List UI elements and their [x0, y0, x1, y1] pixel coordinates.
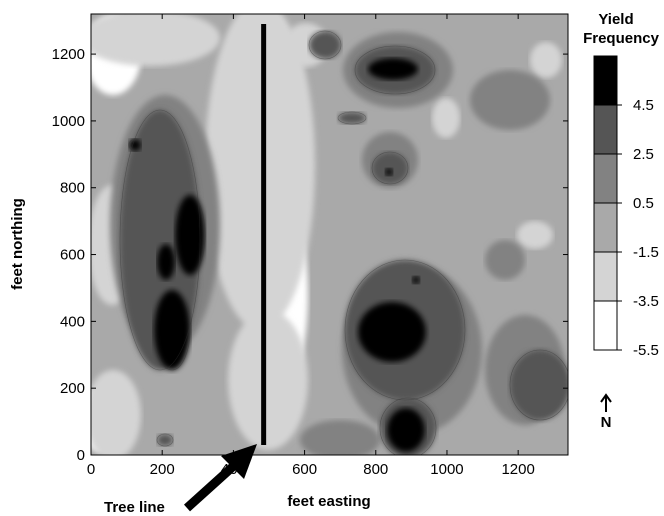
contour-region: [205, 14, 315, 330]
contour-edge: [384, 167, 394, 177]
contour-edge: [119, 109, 201, 371]
contour-edge: [386, 407, 426, 453]
legend-label: 2.5: [633, 146, 654, 163]
contour-edge: [509, 349, 568, 421]
y-tick-label: 400: [60, 313, 85, 330]
contour-edge: [354, 45, 436, 95]
contour-region: [300, 420, 380, 455]
contour-layer: [91, 14, 568, 455]
plot-area: 0 200 400 600 800 1000 1200 0 200 400 600 800 1000 1…: [52, 13, 569, 478]
legend-label: -3.5: [633, 293, 659, 310]
contour-region: [530, 42, 562, 78]
contour-region: [157, 434, 173, 446]
contour-edge: [371, 151, 409, 185]
contour-region: [338, 112, 366, 124]
y-tick-label: 0: [77, 447, 85, 464]
legend-swatches: [593, 55, 622, 351]
contour-region: [517, 221, 553, 249]
x-tick-label: 600: [292, 461, 317, 478]
x-tick-label: 200: [150, 461, 175, 478]
x-tick-label: 1000: [430, 461, 463, 478]
legend-title-line2: Frequency: [583, 30, 660, 47]
contour-edge: [367, 57, 419, 81]
legend-labels: 4.5 2.5 0.5 -1.5 -3.5 -5.5: [633, 97, 659, 359]
contour-region: [309, 31, 341, 59]
contour-region: [387, 408, 425, 452]
legend-swatch: [593, 300, 618, 351]
y-tick-label: 600: [60, 247, 85, 264]
contour-edge: [344, 259, 466, 401]
x-tick-label: 800: [363, 461, 388, 478]
contour-edge: [156, 243, 176, 281]
north-label: N: [601, 414, 612, 431]
legend-label: -1.5: [633, 244, 659, 261]
x-tick-label: 0: [87, 461, 95, 478]
contour-region: [412, 276, 420, 284]
tree-line-arrow: [183, 444, 257, 512]
contour-edge: [308, 30, 342, 60]
north-arrow-icon: [600, 393, 612, 403]
contour-edge: [156, 433, 174, 447]
plot-frame: [90, 13, 569, 456]
legend-swatch: [593, 104, 618, 155]
legend-swatch: [593, 251, 618, 302]
y-tick-label: 200: [60, 380, 85, 397]
contour-region: [175, 195, 205, 275]
contour-edge: [379, 397, 437, 455]
legend-label: 4.5: [633, 97, 654, 114]
contour-region: [157, 244, 175, 280]
contour-edge: [153, 289, 191, 371]
y-tick-label: 800: [60, 180, 85, 197]
contour-edge: [357, 301, 427, 363]
contour-region: [368, 58, 418, 80]
contour-region: [91, 14, 220, 66]
legend-swatch: [593, 202, 618, 253]
north-indicator: N: [600, 393, 612, 431]
legend-swatch: [593, 55, 618, 106]
tree-line-label: Tree line: [104, 499, 165, 516]
contour-region: [385, 168, 393, 176]
legend-swatch: [593, 153, 618, 204]
legend-title-line1: Yield: [598, 11, 633, 28]
legend: Yield Frequency 4.5 2.5 0.5 -1.5 -3.5 -5.5: [583, 11, 660, 359]
contour-region: [91, 370, 141, 455]
contour-edge: [337, 111, 367, 125]
contour-region: [470, 70, 550, 130]
y-tick-label: 1200: [52, 46, 85, 63]
contour-region: [228, 310, 308, 450]
y-tick-label: 1000: [52, 113, 85, 130]
arrow-head-icon: [221, 444, 257, 479]
contour-region: [358, 302, 426, 362]
contour-edge: [128, 138, 142, 152]
legend-label: 0.5: [633, 195, 654, 212]
x-tick-label: 1200: [501, 461, 534, 478]
legend-label: -5.5: [633, 342, 659, 359]
contour-region: [432, 98, 460, 138]
contour-edge: [174, 194, 206, 276]
contour-edge: [411, 275, 421, 285]
y-axis-ticks: 0 200 400 600 800 1000 1200: [52, 46, 568, 464]
contour-region: [485, 240, 525, 280]
x-axis-title: feet easting: [287, 493, 370, 510]
contour-region: [510, 350, 568, 420]
y-axis-title: feet northing: [9, 198, 26, 290]
